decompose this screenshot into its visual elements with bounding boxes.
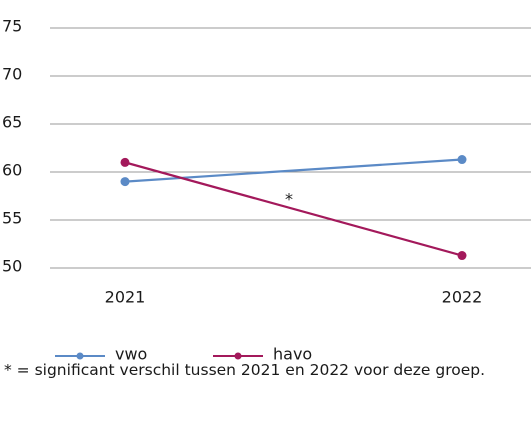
- legend-marker: [76, 352, 84, 360]
- series-line: [124, 158, 463, 183]
- y-tick-label: 55: [2, 209, 22, 228]
- legend-label: havo: [273, 345, 312, 364]
- legend-label: vwo: [115, 345, 147, 364]
- y-tick-label: 65: [2, 113, 22, 132]
- x-tick-label: 2022: [442, 288, 483, 307]
- footnote: * = significant verschil tussen 2021 en …: [4, 361, 486, 379]
- annotation: *: [285, 190, 293, 209]
- data-point: [120, 177, 130, 187]
- y-tick-label: 50: [2, 257, 22, 276]
- chart: * 50 55 60 65 70 75 2021 2022 vwo havo: [2, 17, 531, 364]
- y-tick-label: 60: [2, 161, 22, 180]
- series-line: [124, 161, 463, 257]
- data-point: [457, 251, 467, 261]
- x-tick-label: 2021: [105, 288, 146, 307]
- legend-marker: [234, 352, 242, 360]
- y-tick-label: 70: [2, 65, 22, 84]
- data-point: [457, 155, 467, 165]
- y-tick-label: 75: [2, 17, 22, 36]
- data-point: [120, 157, 130, 167]
